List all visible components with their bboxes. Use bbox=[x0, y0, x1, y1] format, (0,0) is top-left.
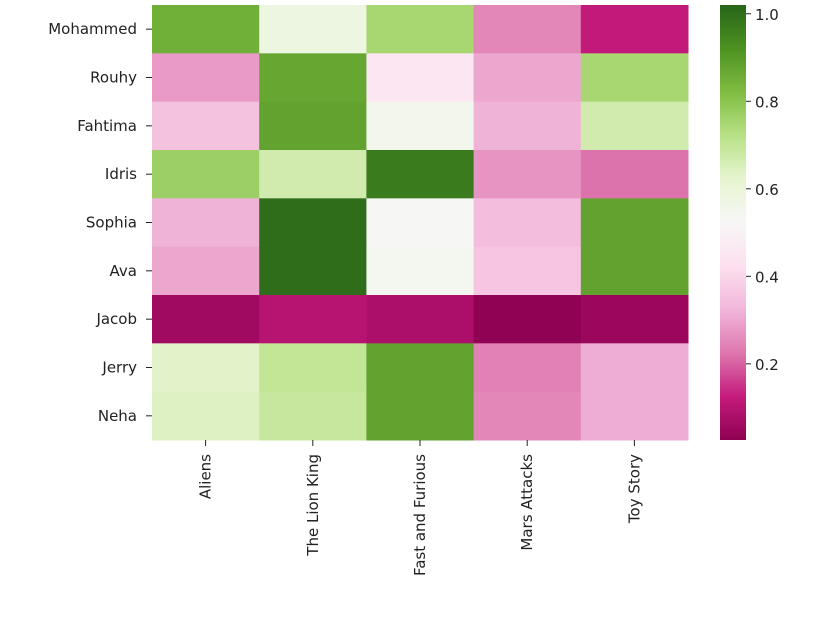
colorbar-tick-label: 0.2 bbox=[755, 356, 779, 374]
heatmap-cell bbox=[259, 150, 367, 199]
x-tick-label: Fast and Furious bbox=[411, 454, 429, 576]
heatmap-cell bbox=[259, 53, 367, 103]
heatmap-cell bbox=[580, 53, 689, 103]
y-tick-label: Sophia bbox=[86, 214, 137, 232]
heatmap-cell bbox=[473, 295, 582, 344]
heatmap-cell bbox=[473, 5, 582, 54]
heatmap-cell bbox=[366, 101, 475, 151]
heatmap-cell bbox=[580, 391, 689, 441]
heatmap-cell bbox=[473, 391, 582, 441]
heatmap-cell bbox=[366, 343, 475, 393]
colorbar-tick-label: 0.6 bbox=[755, 181, 779, 199]
heatmap-cell bbox=[473, 150, 582, 199]
x-tick-label: Toy Story bbox=[625, 454, 643, 524]
heatmap-cell bbox=[580, 5, 689, 54]
y-tick-label: Ava bbox=[110, 262, 137, 280]
y-tick-label: Jerry bbox=[101, 359, 137, 377]
colorbar-axis: 0.2 0.4 0.6 0.8 1.0 bbox=[746, 6, 779, 374]
heatmap-cell bbox=[259, 246, 367, 296]
heatmap-cell bbox=[366, 150, 475, 199]
heatmap-cell bbox=[152, 391, 260, 441]
x-axis: Aliens The Lion King Fast and Furious Mars … bbox=[197, 440, 643, 576]
heatmap-cell bbox=[366, 295, 475, 344]
heatmap-cell bbox=[259, 343, 367, 393]
heatmap-cell bbox=[580, 295, 689, 344]
heatmap-cell bbox=[580, 150, 689, 199]
heatmap-cell bbox=[152, 5, 260, 54]
y-axis: Mohammed Rouhy Fahtima Idris Sophia Ava Jacob J… bbox=[48, 20, 152, 425]
heatmap-cell bbox=[473, 198, 582, 248]
y-tick-label: Jacob bbox=[95, 310, 137, 328]
heatmap-cell bbox=[580, 198, 689, 248]
heatmap-cell bbox=[473, 101, 582, 151]
colorbar-tick-label: 0.4 bbox=[755, 268, 779, 286]
heatmap-cell bbox=[259, 391, 367, 441]
heatmap-cell bbox=[473, 53, 582, 103]
colorbar-tick-label: 1.0 bbox=[755, 6, 779, 24]
heatmap-cell bbox=[580, 101, 689, 151]
heatmap-cell bbox=[366, 53, 475, 103]
y-tick-label: Idris bbox=[105, 165, 137, 183]
colorbar bbox=[720, 5, 746, 440]
y-tick-label: Mohammed bbox=[48, 20, 137, 38]
heatmap-cell bbox=[152, 246, 260, 296]
heatmap-cell bbox=[580, 246, 689, 296]
y-tick-label: Fahtima bbox=[77, 117, 137, 135]
y-tick-label: Neha bbox=[98, 407, 137, 425]
heatmap-cell bbox=[152, 53, 260, 103]
heatmap-cell bbox=[259, 295, 367, 344]
heatmap-cell bbox=[259, 5, 367, 54]
heatmap-cell bbox=[366, 198, 475, 248]
heatmap-cell bbox=[366, 5, 475, 54]
heatmap-cell bbox=[366, 246, 475, 296]
x-tick-label: Mars Attacks bbox=[518, 454, 536, 551]
heatmap-cell bbox=[366, 391, 475, 441]
heatmap-cell bbox=[152, 198, 260, 248]
heatmap-cell bbox=[259, 198, 367, 248]
heatmap-cell bbox=[580, 343, 689, 393]
x-tick-label: Aliens bbox=[197, 454, 215, 499]
colorbar-tick-label: 0.8 bbox=[755, 93, 779, 111]
heatmap-cell bbox=[473, 246, 582, 296]
heatmap-cell bbox=[152, 101, 260, 151]
heatmap-cell bbox=[473, 343, 582, 393]
heatmap-cell bbox=[152, 150, 260, 199]
heatmap-cells bbox=[152, 5, 689, 441]
x-tick-label: The Lion King bbox=[304, 454, 322, 557]
heatmap-cell bbox=[152, 343, 260, 393]
y-tick-label: Rouhy bbox=[90, 69, 137, 87]
heatmap-cell bbox=[259, 101, 367, 151]
heatmap-cell bbox=[152, 295, 260, 344]
